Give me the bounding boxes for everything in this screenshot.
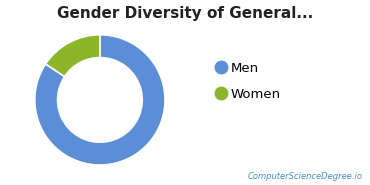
Legend: Men, Women: Men, Women (214, 58, 285, 105)
Wedge shape (46, 35, 100, 77)
Wedge shape (35, 35, 165, 165)
Text: ComputerScienceDegree.io: ComputerScienceDegree.io (248, 172, 363, 181)
Text: Gender Diversity of General...: Gender Diversity of General... (57, 6, 313, 21)
Text: 84.3%: 84.3% (92, 107, 123, 117)
